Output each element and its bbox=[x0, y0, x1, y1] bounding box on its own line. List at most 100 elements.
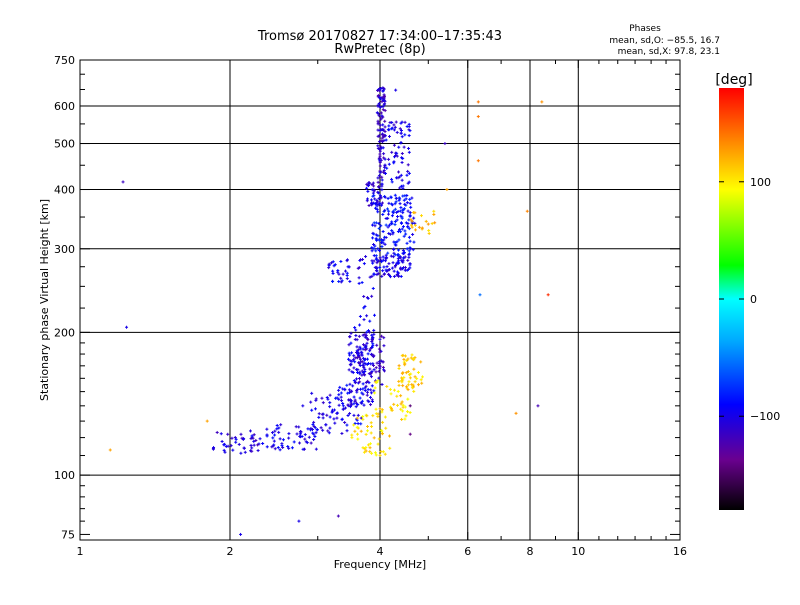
data-point bbox=[380, 432, 384, 436]
data-point bbox=[371, 261, 375, 265]
data-point bbox=[386, 272, 390, 276]
data-point bbox=[327, 266, 331, 270]
data-point bbox=[395, 218, 399, 222]
data-point bbox=[222, 448, 226, 452]
data-point bbox=[404, 371, 408, 375]
data-point bbox=[357, 276, 361, 280]
data-point bbox=[398, 127, 402, 131]
data-point bbox=[358, 323, 362, 327]
data-point bbox=[405, 125, 409, 129]
data-point bbox=[346, 414, 350, 418]
data-point bbox=[252, 439, 256, 443]
data-point bbox=[408, 432, 412, 436]
data-point bbox=[359, 353, 363, 357]
data-point bbox=[379, 224, 383, 228]
data-point bbox=[273, 433, 277, 437]
data-point bbox=[341, 404, 345, 408]
data-point bbox=[415, 377, 419, 381]
data-point bbox=[343, 420, 347, 424]
data-point bbox=[380, 139, 384, 143]
data-point bbox=[390, 408, 394, 412]
data-point bbox=[359, 387, 363, 391]
data-point bbox=[378, 105, 382, 109]
data-point bbox=[346, 265, 350, 269]
data-point bbox=[278, 448, 282, 452]
data-point bbox=[368, 319, 372, 323]
data-point bbox=[392, 143, 396, 147]
data-point bbox=[378, 407, 382, 411]
data-point bbox=[297, 519, 301, 523]
data-point bbox=[404, 221, 408, 225]
data-point bbox=[295, 432, 299, 436]
data-point bbox=[229, 444, 233, 448]
data-point bbox=[273, 429, 277, 433]
data-point bbox=[384, 268, 388, 272]
data-point bbox=[405, 173, 409, 177]
data-point bbox=[368, 442, 372, 446]
data-point bbox=[301, 404, 305, 408]
data-point bbox=[328, 426, 332, 430]
data-point bbox=[387, 232, 391, 236]
data-point bbox=[364, 384, 368, 388]
data-point bbox=[319, 426, 323, 430]
data-point bbox=[309, 426, 313, 430]
data-point bbox=[356, 432, 360, 436]
chart-title-line1: Tromsø 20170827 17:34:00–17:35:43 bbox=[257, 29, 502, 44]
data-point bbox=[339, 395, 343, 399]
data-point bbox=[395, 154, 399, 158]
data-point bbox=[376, 412, 380, 416]
data-point bbox=[336, 270, 340, 274]
data-point bbox=[321, 401, 325, 405]
data-point bbox=[345, 423, 349, 427]
data-point bbox=[372, 259, 376, 263]
data-point bbox=[249, 437, 253, 441]
data-point bbox=[514, 411, 518, 415]
data-point bbox=[406, 383, 410, 387]
data-point bbox=[393, 125, 397, 129]
data-point bbox=[265, 427, 269, 431]
data-point bbox=[401, 409, 405, 413]
data-point bbox=[365, 341, 369, 345]
data-point bbox=[388, 387, 392, 391]
data-point bbox=[231, 448, 235, 452]
data-point bbox=[350, 436, 354, 440]
data-point bbox=[356, 437, 360, 441]
data-point bbox=[375, 343, 379, 347]
data-point bbox=[368, 330, 372, 334]
data-point bbox=[362, 294, 366, 298]
data-point bbox=[395, 261, 399, 265]
data-point bbox=[357, 376, 361, 380]
data-point bbox=[345, 273, 349, 277]
data-point bbox=[370, 333, 374, 337]
data-point bbox=[326, 429, 330, 433]
data-point bbox=[356, 413, 360, 417]
data-point bbox=[403, 417, 407, 421]
data-point bbox=[408, 201, 412, 205]
data-point bbox=[249, 443, 253, 447]
data-point bbox=[276, 446, 280, 450]
chart-title-line2: RwPretec (8p) bbox=[334, 42, 425, 57]
data-point bbox=[108, 448, 112, 452]
x-tick-label: 6 bbox=[464, 545, 471, 558]
data-point bbox=[219, 432, 223, 436]
data-point bbox=[215, 430, 219, 434]
data-point bbox=[287, 436, 291, 440]
data-point bbox=[382, 272, 386, 276]
data-point bbox=[352, 423, 356, 427]
data-point bbox=[376, 180, 380, 184]
data-point bbox=[405, 385, 409, 389]
data-point bbox=[408, 239, 412, 243]
data-point bbox=[242, 437, 246, 441]
data-point bbox=[386, 251, 390, 255]
data-point bbox=[395, 151, 399, 155]
data-point bbox=[403, 268, 407, 272]
data-point bbox=[355, 356, 359, 360]
data-point bbox=[401, 384, 405, 388]
data-point bbox=[347, 388, 351, 392]
data-point bbox=[398, 209, 402, 213]
data-point bbox=[370, 398, 374, 402]
data-point bbox=[376, 134, 380, 138]
data-point bbox=[403, 120, 407, 124]
data-point bbox=[399, 206, 403, 210]
data-point bbox=[380, 334, 384, 338]
